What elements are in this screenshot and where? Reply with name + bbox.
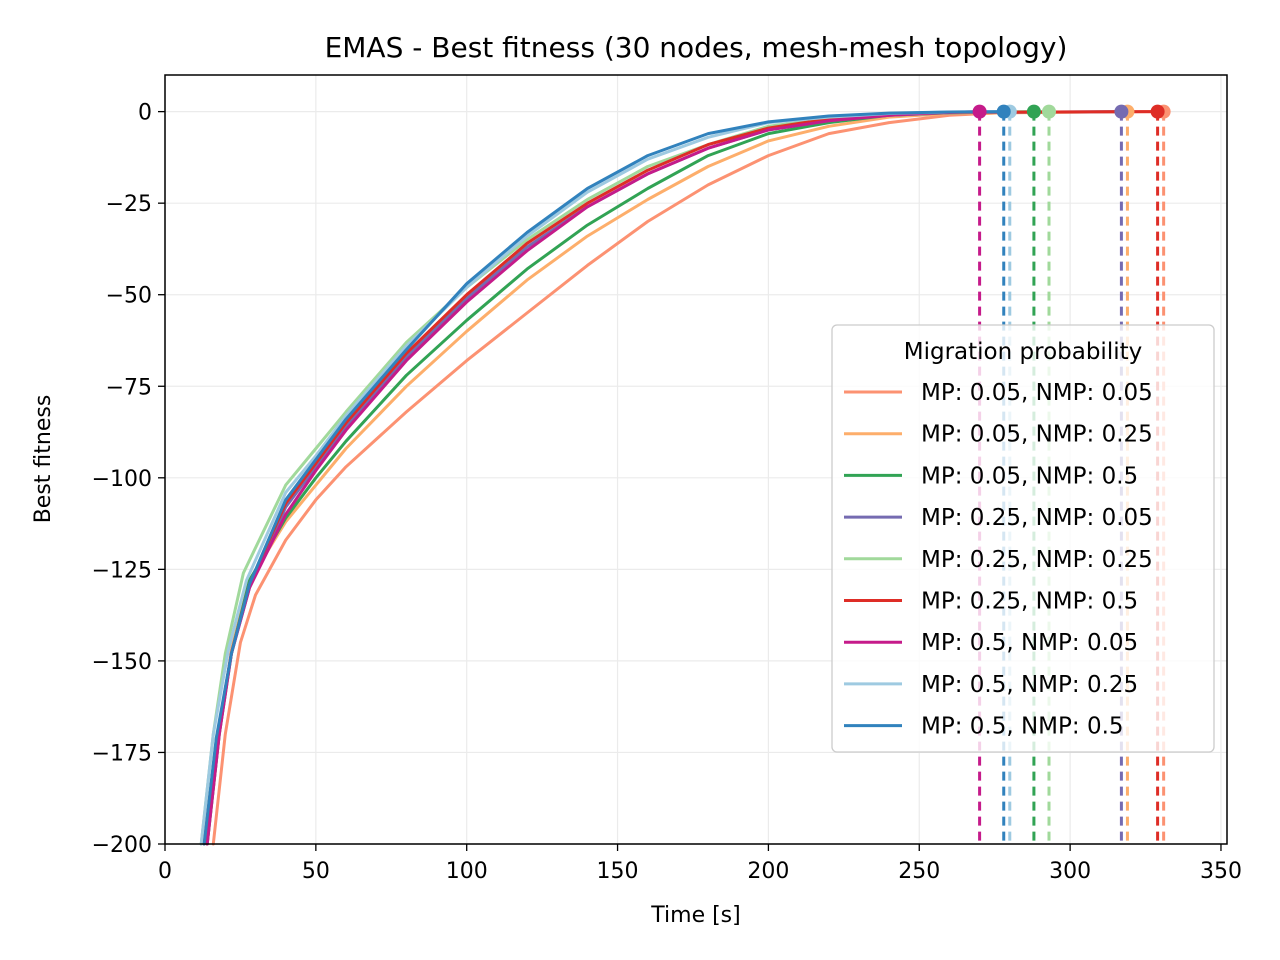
y-tick-label: −100 [92, 467, 152, 492]
legend-title: Migration probability [904, 339, 1142, 365]
series-end-dot [972, 104, 987, 119]
series-end-dot [1114, 104, 1129, 119]
plot-frame [164, 74, 1228, 845]
y-tick-label: −75 [106, 375, 152, 400]
series-end-dot [1041, 104, 1056, 119]
legend: Migration probability MP: 0.05, NMP: 0.05… [831, 324, 1215, 753]
axes: 0 50 100 150 200 250 300 350 0 −25 −50 −75 −100 −125 −… [92, 101, 1242, 884]
legend-label: MP: 0.25, NMP: 0.5 [921, 589, 1138, 615]
series-end-dot [1026, 104, 1041, 119]
legend-label: MP: 0.05, NMP: 0.25 [921, 422, 1153, 448]
legend-label: MP: 0.05, NMP: 0.5 [921, 463, 1138, 489]
legend-label: MP: 0.25, NMP: 0.05 [921, 505, 1153, 531]
x-tick-label: 250 [898, 859, 940, 884]
series-end-dot [1150, 104, 1165, 119]
y-tick-label: −200 [92, 833, 152, 858]
legend-label: MP: 0.05, NMP: 0.05 [921, 380, 1153, 406]
x-tick-label: 300 [1049, 859, 1091, 884]
legend-label: MP: 0.5, NMP: 0.05 [921, 630, 1138, 656]
x-tick-label: 350 [1200, 859, 1242, 884]
legend-label: MP: 0.5, NMP: 0.25 [921, 672, 1138, 698]
y-tick-label: −150 [92, 650, 152, 675]
series-line [202, 110, 1006, 846]
legend-box [831, 324, 1215, 753]
x-tick-label: 100 [446, 859, 488, 884]
y-tick-label: −50 [106, 284, 152, 309]
y-tick-label: −125 [92, 558, 152, 583]
legend-label: MP: 0.25, NMP: 0.25 [921, 547, 1153, 573]
x-tick-label: 200 [747, 859, 789, 884]
x-tick-label: 50 [302, 859, 330, 884]
y-axis-label: Best fitness [31, 395, 56, 524]
x-axis-label: Time [s] [650, 903, 740, 928]
x-tick-label: 150 [597, 859, 639, 884]
series-line [211, 110, 1166, 846]
x-tick-label: 0 [158, 859, 172, 884]
y-tick-label: 0 [138, 101, 152, 126]
legend-label: MP: 0.5, NMP: 0.5 [921, 714, 1124, 740]
y-tick-label: −175 [92, 741, 152, 766]
series-end-dot [996, 104, 1011, 119]
chart-title: EMAS - Best fitness (30 nodes, mesh-mesh… [325, 31, 1068, 64]
y-tick-label: −25 [106, 192, 152, 217]
